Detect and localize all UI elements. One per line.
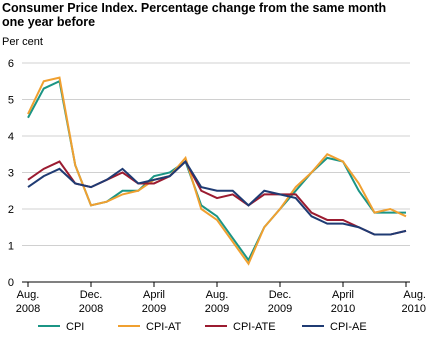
legend-label: CPI-ATE bbox=[233, 321, 276, 333]
y-tick-label: 4 bbox=[8, 131, 14, 143]
y-axis-label: Per cent bbox=[2, 36, 43, 48]
x-tick-label: April 2009 bbox=[141, 289, 167, 315]
x-tick-label: Dec. 2009 bbox=[267, 289, 293, 315]
series-line bbox=[27, 159, 407, 236]
y-tick-label: 0 bbox=[8, 277, 14, 289]
x-tick-label: Aug. 2008 bbox=[15, 289, 41, 315]
series-line bbox=[27, 76, 407, 266]
legend-label: CPI-AT bbox=[146, 321, 182, 333]
legend-label: CPI bbox=[66, 321, 84, 333]
y-tick-label: 2 bbox=[8, 204, 14, 216]
y-tick-label: 3 bbox=[8, 168, 14, 180]
legend-label: CPI-AE bbox=[330, 321, 367, 333]
y-tick-label: 6 bbox=[8, 58, 14, 70]
x-tick-label: April 2010 bbox=[330, 289, 356, 315]
chart-title: Consumer Price Index. Percentage change … bbox=[2, 1, 387, 29]
y-tick-label: 5 bbox=[8, 95, 14, 107]
y-tick-label: 1 bbox=[8, 241, 14, 253]
x-tick-label: Dec. 2008 bbox=[78, 289, 104, 315]
x-tick-label: Aug. 2010 bbox=[401, 289, 426, 315]
x-tick-label: Aug. 2009 bbox=[204, 289, 230, 315]
